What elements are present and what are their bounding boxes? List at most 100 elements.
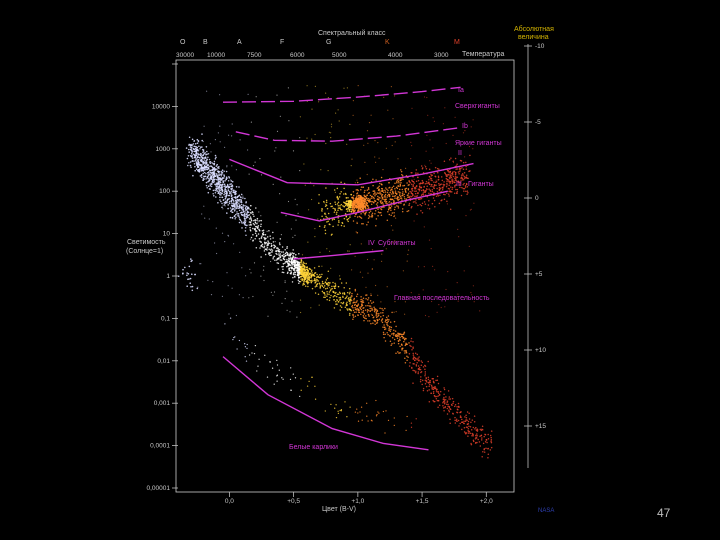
star-point	[368, 122, 371, 124]
star-point	[402, 333, 405, 336]
star-point	[371, 314, 374, 317]
star-point	[428, 401, 431, 403]
star-point	[283, 258, 285, 261]
star-point	[395, 335, 397, 337]
star-point	[182, 268, 184, 271]
star-point	[363, 319, 365, 322]
star-point	[396, 196, 399, 199]
star-point	[393, 215, 395, 218]
star-point	[335, 98, 337, 100]
star-point	[309, 268, 311, 270]
star-point	[367, 272, 369, 274]
star-point	[351, 292, 353, 295]
star-point	[360, 217, 363, 219]
star-point	[474, 442, 477, 444]
star-point	[349, 308, 351, 311]
star-point	[396, 181, 398, 183]
star-point	[345, 215, 348, 218]
star-point	[428, 178, 430, 181]
star-point	[434, 269, 436, 271]
star-point	[272, 294, 274, 296]
star-point	[465, 414, 467, 417]
star-point	[363, 313, 366, 315]
star-point	[226, 165, 228, 167]
star-point	[477, 438, 479, 441]
star-point	[375, 224, 377, 227]
star-point	[437, 195, 440, 197]
star-point	[278, 254, 280, 257]
star-point	[330, 132, 332, 134]
star-point	[410, 337, 413, 340]
star-point	[364, 309, 367, 311]
star-point	[234, 218, 236, 220]
star-point	[325, 283, 328, 285]
star-point	[321, 273, 323, 276]
star-point	[375, 314, 377, 317]
star-point	[451, 182, 454, 185]
star-point	[430, 392, 432, 395]
star-point	[392, 185, 395, 188]
star-point	[238, 339, 241, 342]
star-point	[432, 265, 434, 267]
star-point	[337, 109, 339, 111]
star-point	[310, 275, 313, 277]
star-point	[247, 224, 249, 226]
star-point	[421, 167, 424, 169]
star-point	[352, 197, 355, 200]
star-point	[350, 299, 353, 302]
star-point	[368, 305, 371, 307]
star-point	[244, 215, 247, 217]
star-point	[447, 403, 449, 406]
star-point	[434, 400, 436, 403]
star-point	[314, 398, 317, 400]
star-point	[413, 220, 415, 222]
star-point	[249, 222, 252, 224]
star-point	[369, 198, 371, 201]
star-point	[348, 210, 351, 212]
star-point	[249, 226, 251, 229]
star-point	[195, 150, 197, 153]
star-point	[425, 168, 428, 170]
star-point	[347, 217, 350, 220]
star-point	[359, 299, 362, 301]
temperature-6: 3000	[434, 52, 449, 59]
star-point	[454, 116, 456, 118]
star-point	[231, 199, 233, 201]
star-point	[472, 440, 475, 443]
star-point	[318, 304, 320, 306]
star-point	[453, 181, 456, 183]
star-point	[424, 373, 427, 375]
star-point	[436, 379, 439, 382]
star-point	[390, 205, 393, 207]
star-point	[447, 173, 450, 176]
star-point	[189, 146, 192, 148]
star-point	[353, 207, 356, 210]
star-point	[366, 202, 368, 205]
star-point	[393, 195, 395, 198]
star-point	[431, 378, 433, 380]
star-point	[479, 310, 481, 312]
star-point	[432, 399, 434, 402]
star-point	[470, 292, 472, 294]
star-point	[374, 209, 377, 212]
star-point	[205, 172, 207, 175]
star-point	[349, 301, 351, 303]
star-point	[233, 243, 235, 245]
star-point	[307, 269, 309, 272]
star-point	[236, 212, 238, 215]
star-point	[391, 195, 394, 197]
star-point	[279, 253, 282, 255]
star-point	[292, 249, 294, 251]
star-point	[358, 198, 361, 201]
star-point	[227, 180, 230, 182]
star-point	[234, 209, 236, 211]
star-point	[277, 268, 279, 270]
star-point	[196, 142, 199, 144]
star-point	[452, 400, 455, 403]
star-point	[212, 189, 215, 192]
star-point	[423, 96, 426, 98]
star-point	[434, 176, 437, 178]
star-point	[253, 215, 255, 217]
star-point	[417, 198, 420, 201]
star-point	[421, 202, 424, 204]
